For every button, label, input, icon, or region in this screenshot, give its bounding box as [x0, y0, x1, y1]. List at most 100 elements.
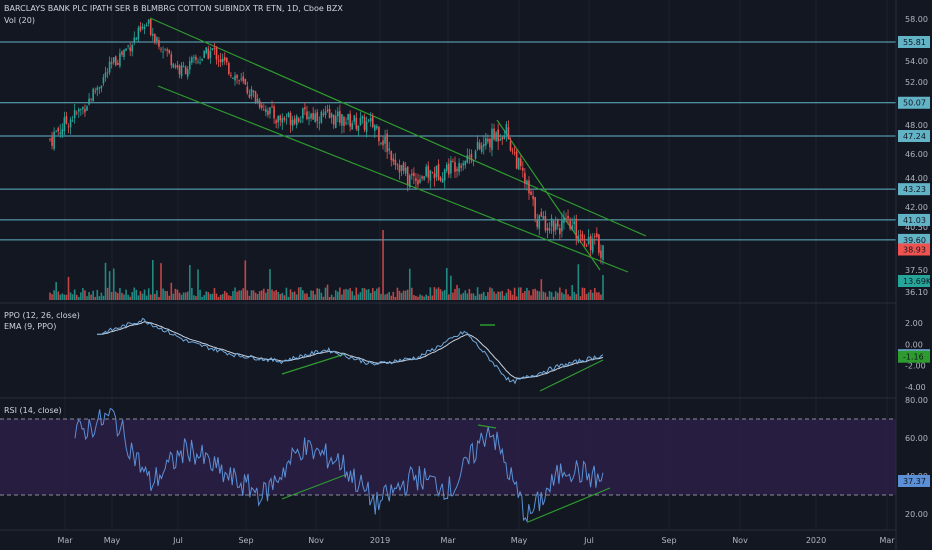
volume-bar — [197, 269, 199, 300]
candle-body — [522, 167, 524, 171]
candle-body — [108, 61, 111, 73]
candle-body — [330, 113, 333, 118]
candle-body — [386, 133, 388, 152]
candle-body — [435, 165, 438, 178]
candle-body — [184, 66, 187, 75]
candle-body — [476, 141, 479, 150]
candle-body — [454, 162, 456, 172]
candle-body — [585, 245, 588, 247]
candle-body — [125, 48, 127, 51]
volume-bar — [390, 295, 393, 300]
candle-body — [256, 98, 259, 103]
volume-bar — [458, 288, 460, 300]
volume-bar — [396, 287, 399, 300]
level-tag: 41.03 — [903, 216, 926, 225]
candle-body — [143, 26, 146, 29]
volume-bar — [174, 288, 177, 300]
candle-body — [538, 215, 541, 229]
volume-bar — [267, 288, 269, 300]
volume-bar — [575, 294, 578, 300]
volume-bar — [600, 294, 602, 300]
candle-body — [536, 219, 539, 227]
rsi-tick-label: 60.00 — [905, 434, 928, 443]
candle-body — [519, 158, 522, 166]
candle-body — [550, 218, 553, 227]
volume-bar — [318, 288, 321, 300]
candle-body — [312, 112, 314, 120]
candle-body — [201, 58, 203, 61]
volume-bar — [596, 292, 598, 300]
candle-body — [310, 113, 312, 119]
volume-bar — [339, 287, 341, 300]
volume-bar — [108, 271, 111, 300]
channel-lower-line — [157, 85, 629, 273]
volume-bar — [86, 296, 88, 300]
price-tick-label: 52.00 — [905, 78, 928, 87]
candle-body — [596, 233, 598, 237]
volume-bar — [191, 287, 193, 300]
candle-body — [365, 121, 368, 132]
candle-body — [275, 120, 277, 124]
candle-body — [131, 44, 134, 52]
rsi-legend: RSI (14, close) — [4, 406, 62, 415]
candle-body — [197, 61, 199, 63]
price-tick-label: 48.00 — [905, 121, 928, 130]
candle-body — [61, 129, 64, 136]
volume-bar — [544, 292, 547, 300]
candle-body — [429, 170, 432, 181]
horizontal-levels — [0, 41, 896, 241]
volume-bar — [273, 291, 275, 300]
candle-body — [559, 227, 561, 235]
candle-body — [351, 123, 353, 130]
rsi-panel[interactable] — [0, 407, 896, 524]
candle-body — [515, 151, 518, 169]
candle-body — [328, 108, 331, 119]
price-panel[interactable] — [0, 17, 896, 300]
candle-body — [80, 108, 82, 110]
volume-bar — [421, 295, 423, 300]
x-tick-label: Jul — [583, 536, 594, 545]
volume-bar — [141, 293, 144, 300]
candle-body — [544, 215, 547, 231]
candle-body — [573, 221, 576, 225]
candle-body — [425, 166, 428, 177]
candle-body — [517, 157, 520, 170]
volume-bar — [112, 268, 115, 300]
volume-bar — [96, 289, 99, 300]
volume-bar — [49, 292, 51, 300]
candle-body — [513, 152, 516, 154]
candle-body — [546, 228, 549, 231]
candle-body — [240, 78, 242, 80]
candle-body — [174, 65, 177, 68]
volume-bar — [526, 287, 528, 300]
candle-body — [117, 62, 119, 65]
ema-legend: EMA (9, PPO) — [4, 322, 56, 331]
candle-body — [388, 148, 391, 151]
level-tag: 47.24 — [903, 132, 926, 141]
volume-bar — [186, 291, 189, 300]
volume-bar — [80, 292, 82, 300]
candle-body — [470, 153, 473, 161]
candle-body — [507, 127, 510, 140]
volume-bar — [139, 291, 142, 300]
volume-bar — [427, 295, 430, 300]
ppo-panel[interactable] — [96, 317, 604, 392]
volume-bar — [470, 293, 473, 300]
candle-body — [213, 47, 216, 49]
volume-bar — [53, 290, 55, 300]
volume-bar — [441, 291, 444, 300]
candle-body — [139, 26, 142, 31]
candle-body — [363, 117, 366, 130]
volume-bar — [135, 289, 138, 300]
candle-body — [400, 165, 403, 171]
candle-body — [293, 118, 296, 124]
last-price-tag-bg — [898, 243, 930, 256]
volume-bar — [67, 276, 70, 300]
candle-body — [581, 234, 584, 239]
volume-bar — [314, 294, 316, 300]
candle-body — [250, 88, 253, 97]
candle-body — [485, 138, 487, 146]
candle-body — [162, 51, 164, 53]
level-tag: 55.81 — [903, 38, 926, 47]
volume-bar — [411, 287, 413, 300]
